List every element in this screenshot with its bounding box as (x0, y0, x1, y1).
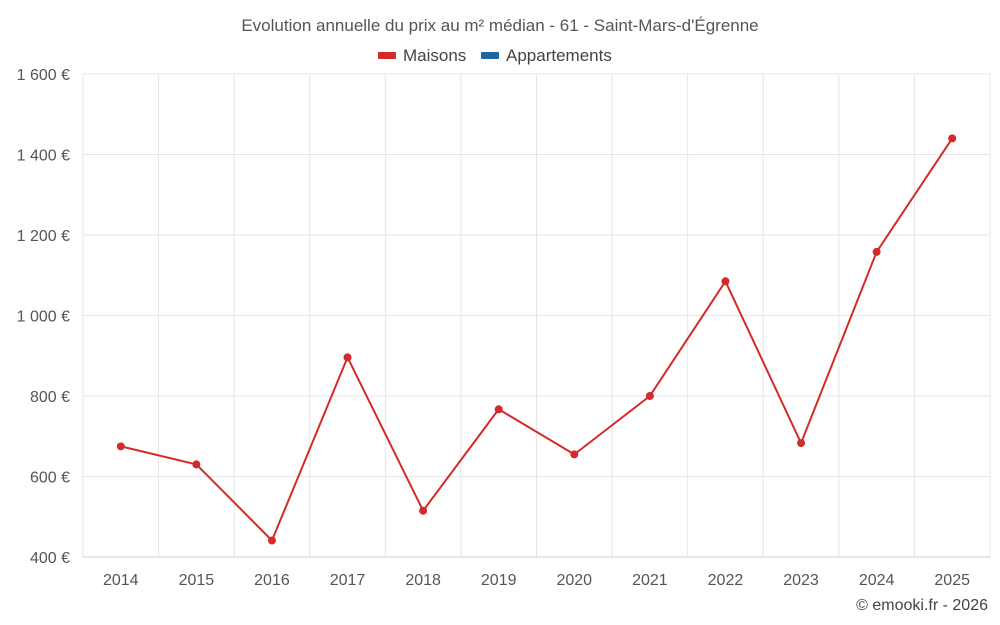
chart-title: Evolution annuelle du prix au m² médian … (241, 16, 758, 35)
data-point[interactable] (797, 439, 806, 448)
series-maisons (116, 134, 957, 545)
y-tick-label: 1 400 € (17, 148, 70, 165)
legend-label-maisons: Maisons (403, 46, 466, 65)
y-axis: 400 € 600 € 800 € 1 000 € 1 200 € 1 400 € 1 60… (17, 67, 70, 567)
credit-text: © emooki.fr - 2026 (856, 597, 988, 614)
legend-item-appartements[interactable]: Appartements (481, 46, 612, 65)
data-point[interactable] (948, 134, 957, 143)
y-tick-label: 400 € (30, 550, 70, 567)
x-tick-label: 2021 (632, 572, 668, 589)
data-point[interactable] (267, 536, 276, 545)
x-tick-label: 2016 (254, 572, 290, 589)
data-point[interactable] (721, 277, 730, 286)
data-point[interactable] (192, 460, 201, 469)
gridlines (82, 73, 991, 558)
data-point[interactable] (343, 353, 352, 362)
y-tick-label: 1 600 € (17, 67, 70, 84)
x-tick-label: 2018 (405, 572, 441, 589)
y-tick-label: 800 € (30, 389, 70, 406)
legend-swatch-maisons (378, 52, 396, 59)
x-tick-label: 2015 (179, 572, 215, 589)
x-tick-label: 2020 (556, 572, 592, 589)
x-tick-label: 2019 (481, 572, 517, 589)
legend-swatch-appartements (481, 52, 499, 59)
data-point[interactable] (872, 247, 881, 256)
x-tick-label: 2014 (103, 572, 139, 589)
y-tick-label: 1 000 € (17, 309, 70, 326)
data-point[interactable] (494, 405, 503, 414)
x-axis: 2014 2015 2016 2017 2018 2019 2020 2021 2022 2023… (83, 556, 990, 589)
legend-item-maisons[interactable]: Maisons (378, 46, 466, 65)
legend: Maisons Appartements (378, 46, 612, 65)
x-tick-label: 2022 (708, 572, 744, 589)
legend-label-appartements: Appartements (506, 46, 612, 65)
data-point[interactable] (570, 450, 579, 459)
x-tick-label: 2025 (934, 572, 970, 589)
series-line (120, 137, 954, 542)
data-point[interactable] (419, 506, 428, 515)
y-tick-label: 600 € (30, 470, 70, 487)
x-tick-label: 2024 (859, 572, 895, 589)
x-tick-label: 2023 (783, 572, 819, 589)
x-tick-label: 2017 (330, 572, 366, 589)
data-point[interactable] (645, 392, 654, 400)
data-point[interactable] (116, 442, 125, 451)
y-tick-label: 1 200 € (17, 228, 70, 245)
